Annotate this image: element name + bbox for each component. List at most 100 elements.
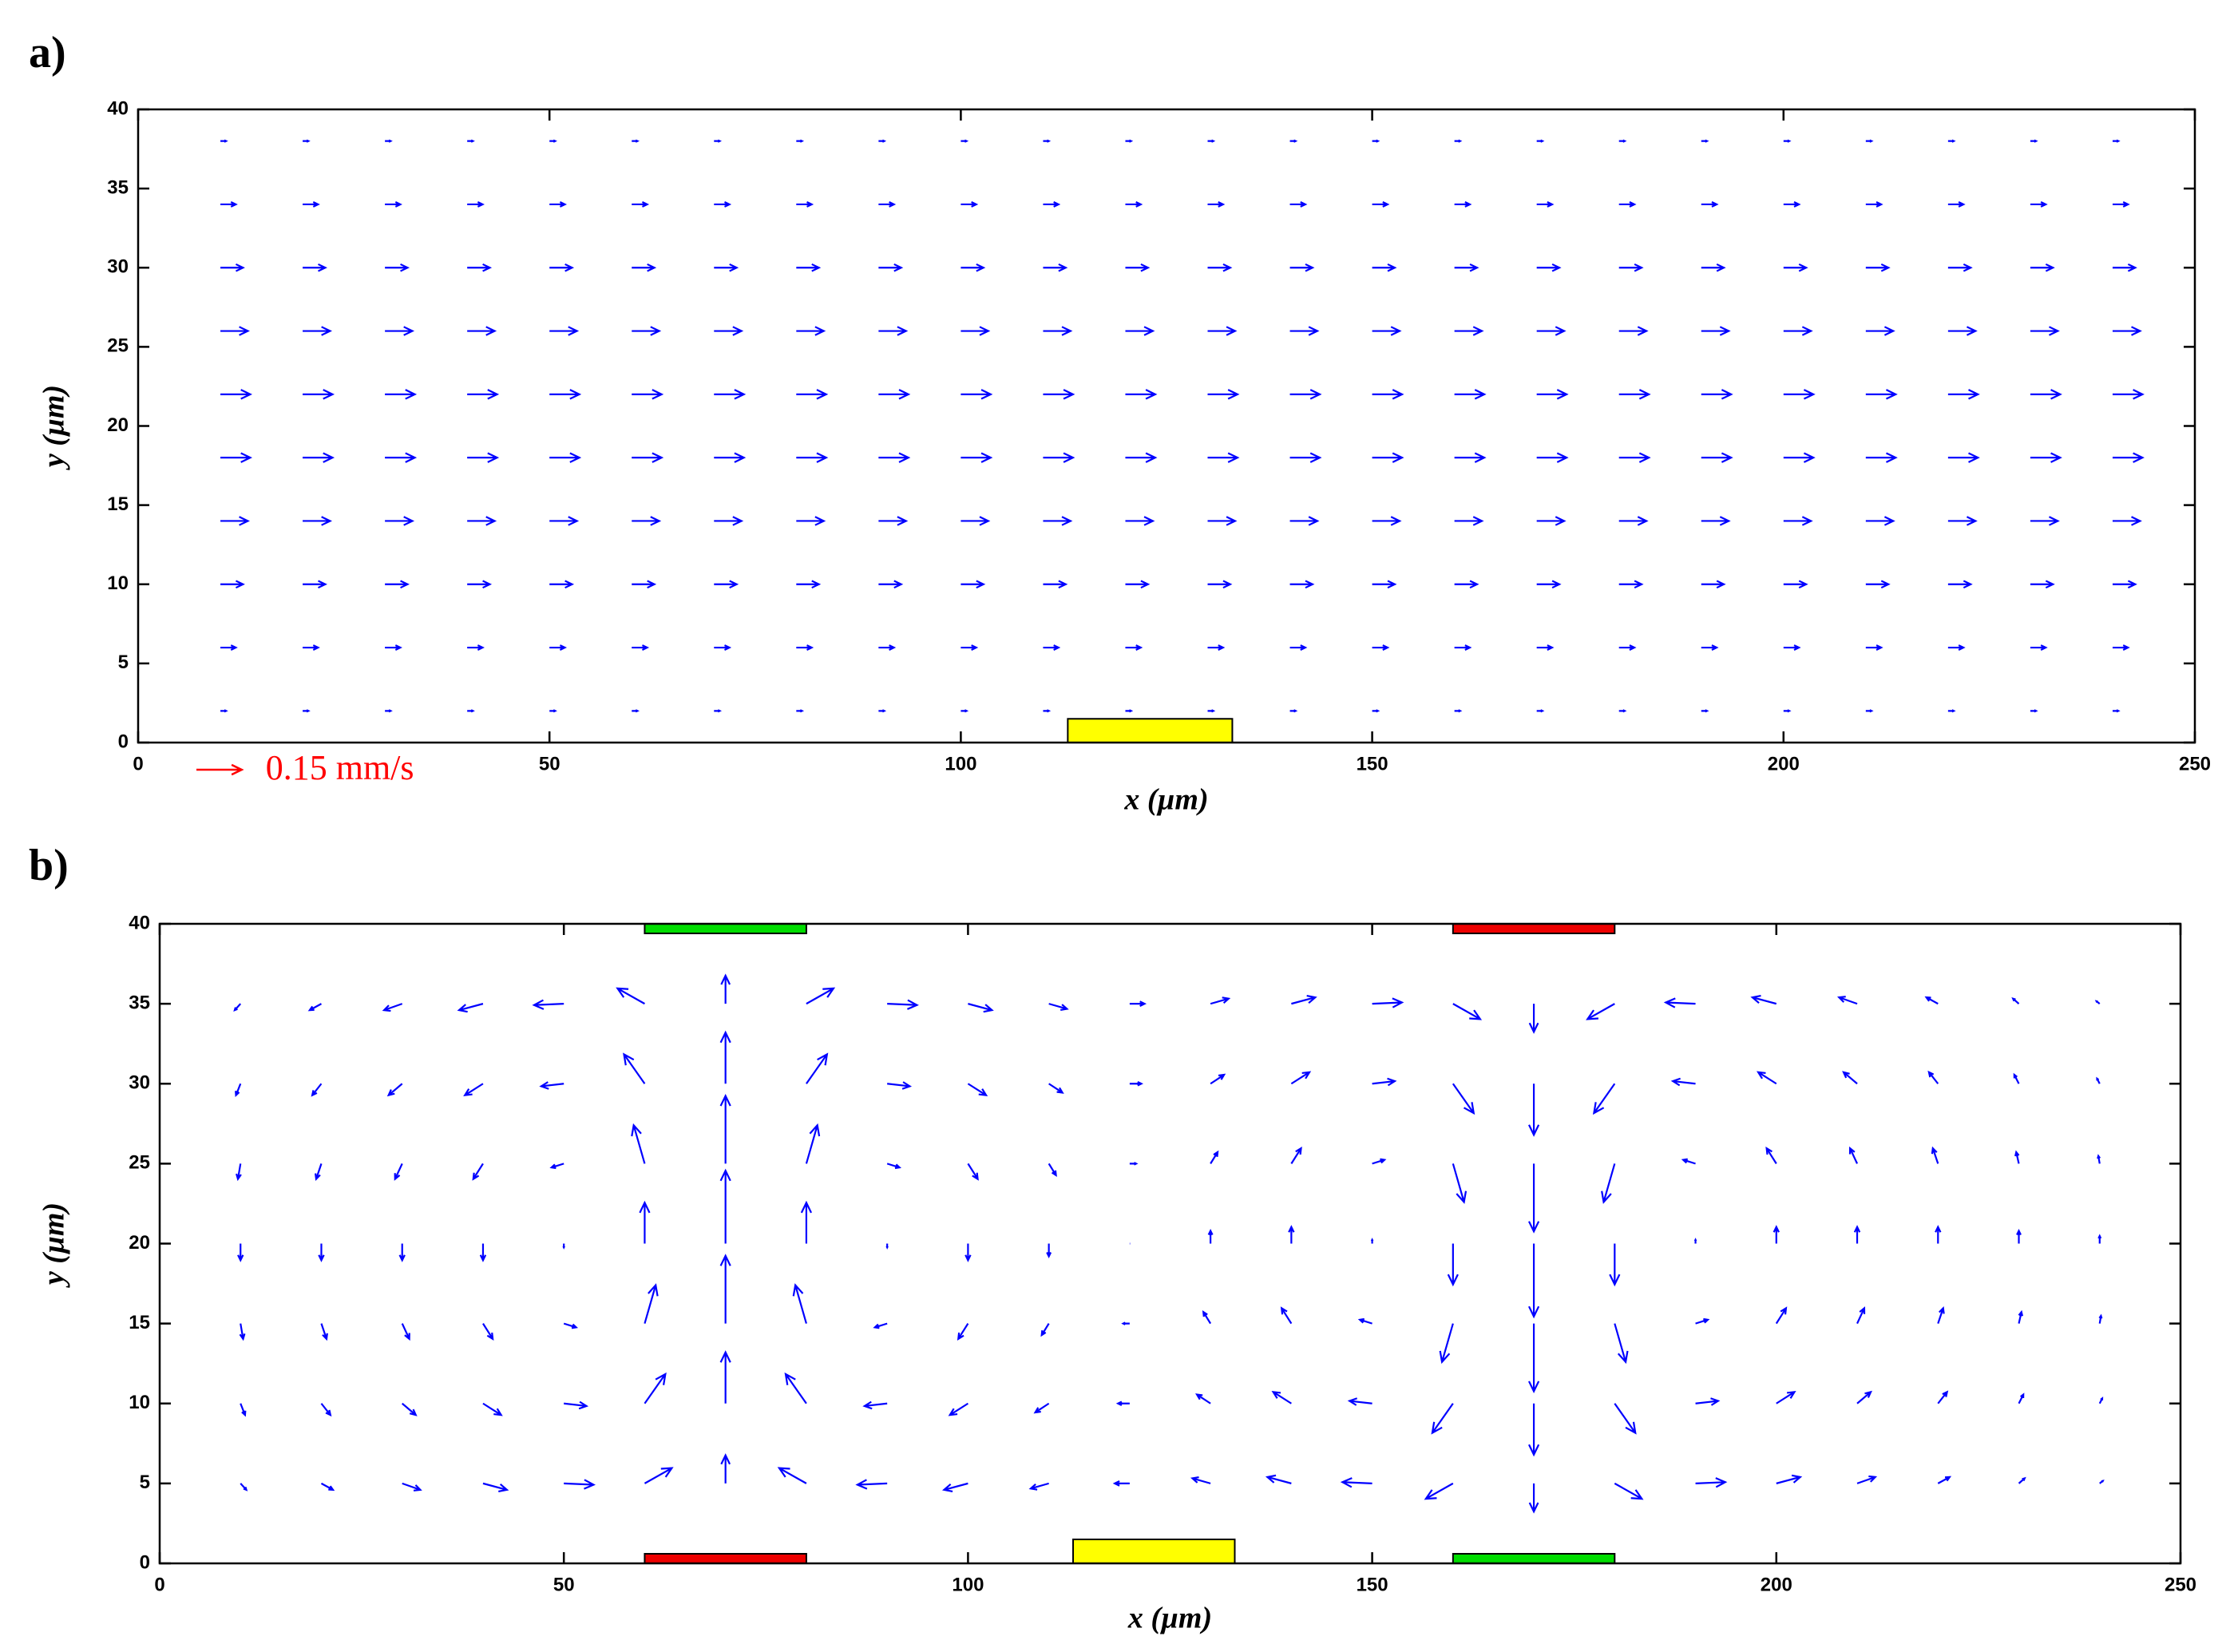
velocity-arrow bbox=[1048, 1083, 1064, 1094]
velocity-arrow bbox=[1618, 201, 1637, 208]
electrode bbox=[644, 1552, 807, 1564]
velocity-arrow bbox=[1288, 1225, 1295, 1244]
velocity-arrow bbox=[2018, 1309, 2024, 1324]
velocity-arrow bbox=[1947, 326, 1978, 336]
velocity-arrow bbox=[720, 1453, 731, 1484]
velocity-arrow bbox=[1536, 516, 1567, 526]
velocity-arrow bbox=[714, 263, 739, 272]
velocity-arrow bbox=[318, 1243, 325, 1262]
velocity-arrow bbox=[1695, 1477, 1728, 1488]
velocity-arrow bbox=[2099, 1480, 2105, 1484]
velocity-arrow bbox=[967, 1163, 979, 1181]
velocity-arrow bbox=[719, 1350, 731, 1404]
velocity-arrow bbox=[796, 263, 822, 272]
velocity-arrow bbox=[467, 263, 493, 272]
velocity-arrow bbox=[784, 1372, 807, 1404]
velocity-arrow bbox=[220, 201, 238, 208]
velocity-arrow bbox=[632, 263, 657, 272]
velocity-arrow bbox=[1783, 709, 1792, 713]
velocity-arrow bbox=[639, 1200, 651, 1244]
velocity-arrow bbox=[467, 580, 493, 589]
velocity-arrow bbox=[1372, 263, 1397, 272]
velocity-arrow bbox=[644, 1467, 674, 1484]
velocity-arrow bbox=[714, 644, 732, 651]
velocity-arrow bbox=[1776, 1390, 1796, 1404]
y-axis-label: y (µm) bbox=[38, 385, 71, 470]
velocity-arrow bbox=[1695, 1317, 1710, 1325]
velocity-arrow bbox=[2018, 1476, 2026, 1484]
velocity-arrow bbox=[1701, 263, 1726, 272]
velocity-arrow bbox=[1783, 644, 1801, 651]
velocity-arrow bbox=[1836, 996, 1858, 1005]
velocity-arrow bbox=[967, 1083, 988, 1097]
velocity-arrow bbox=[720, 973, 731, 1004]
velocity-arrow bbox=[1202, 1310, 1212, 1325]
velocity-arrow bbox=[2016, 1228, 2022, 1244]
velocity-arrow bbox=[1865, 452, 1898, 463]
velocity-arrow bbox=[1865, 644, 1883, 651]
velocity-arrow bbox=[957, 1323, 969, 1341]
velocity-arrow bbox=[1289, 516, 1320, 526]
velocity-arrow bbox=[386, 1083, 403, 1097]
y-tick-label: 25 bbox=[107, 335, 129, 357]
velocity-arrow bbox=[307, 1003, 323, 1012]
velocity-arrow bbox=[644, 1283, 659, 1324]
velocity-arrow bbox=[1289, 644, 1308, 651]
y-tick-label: 20 bbox=[107, 414, 129, 436]
y-tick-label: 35 bbox=[129, 992, 150, 1013]
x-tick-label: 200 bbox=[1768, 753, 1800, 774]
velocity-arrow bbox=[1125, 326, 1155, 336]
velocity-arrow bbox=[1528, 1483, 1539, 1514]
velocity-arrow bbox=[1614, 1323, 1629, 1365]
velocity-arrow bbox=[1454, 263, 1479, 272]
velocity-arrow bbox=[796, 389, 829, 400]
velocity-arrow bbox=[1125, 139, 1134, 143]
velocity-arrow bbox=[2112, 326, 2142, 336]
velocity-arrow bbox=[1937, 1306, 1945, 1324]
velocity-arrow bbox=[878, 201, 897, 208]
velocity-arrow bbox=[1527, 1243, 1540, 1319]
velocity-arrow bbox=[472, 1163, 484, 1181]
velocity-arrow bbox=[2112, 644, 2130, 651]
key-arrow bbox=[196, 763, 244, 776]
velocity-arrow bbox=[1756, 1071, 1777, 1085]
velocity-arrow bbox=[315, 1163, 323, 1181]
velocity-arrow bbox=[385, 201, 402, 208]
velocity-arrow bbox=[878, 709, 887, 713]
velocity-arrow bbox=[1536, 709, 1545, 713]
velocity-arrow bbox=[385, 709, 393, 713]
velocity-arrow bbox=[1290, 1147, 1302, 1164]
velocity-arrow bbox=[623, 1052, 646, 1084]
velocity-arrow bbox=[1783, 516, 1813, 526]
velocity-arrow bbox=[1931, 1146, 1939, 1164]
velocity-arrow bbox=[2098, 1396, 2104, 1404]
velocity-arrow bbox=[220, 580, 245, 589]
velocity-arrow bbox=[2018, 1393, 2025, 1404]
velocity-arrow bbox=[549, 263, 575, 272]
velocity-arrow bbox=[1289, 326, 1320, 336]
velocity-arrow bbox=[385, 263, 410, 272]
velocity-arrow bbox=[1528, 1004, 1539, 1034]
electrode bbox=[1452, 923, 1616, 935]
velocity-arrow bbox=[878, 516, 909, 526]
x-tick-label: 50 bbox=[553, 1574, 575, 1595]
velocity-arrow bbox=[1527, 1403, 1540, 1457]
y-tick-label: 5 bbox=[118, 652, 129, 673]
velocity-arrow bbox=[1618, 389, 1651, 400]
velocity-arrow bbox=[1856, 1475, 1878, 1484]
velocity-arrow bbox=[1043, 709, 1052, 713]
velocity-arrow bbox=[719, 1254, 731, 1324]
velocity-arrow bbox=[1454, 201, 1472, 208]
velocity-arrow bbox=[1701, 201, 1719, 208]
velocity-arrow bbox=[964, 1243, 972, 1262]
velocity-arrow bbox=[1372, 326, 1402, 336]
velocity-arrow bbox=[878, 389, 911, 400]
y-tick-label: 25 bbox=[129, 1152, 150, 1174]
velocity-arrow bbox=[467, 139, 475, 143]
velocity-arrow bbox=[1207, 263, 1233, 272]
velocity-arrow bbox=[632, 139, 640, 143]
velocity-arrow bbox=[1207, 516, 1238, 526]
plot-frame bbox=[137, 108, 2196, 744]
velocity-arrow bbox=[385, 139, 393, 143]
